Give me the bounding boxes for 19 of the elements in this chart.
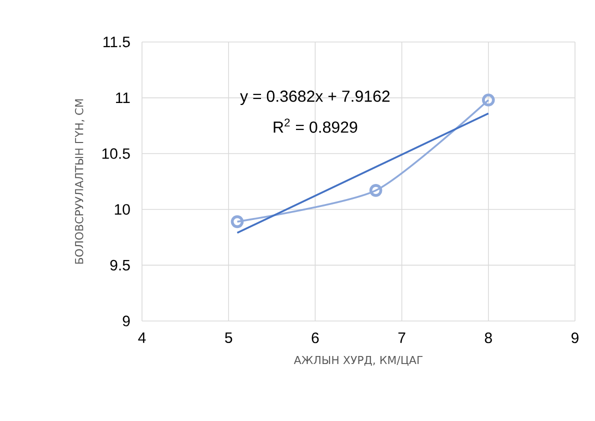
x-axis-title: АЖЛЫН ХУРД, КМ/ЦАГ	[294, 356, 423, 366]
x-tick-label: 9	[572, 332, 578, 344]
x-tick-label: 7	[398, 332, 406, 343]
point	[482, 94, 495, 106]
x-tick-label: 4	[138, 332, 146, 343]
annotation: R$^{2}$ = 0.8929	[274, 118, 358, 133]
y-axis-title: БОЛОВСРУУЛАЛТЫН ГҮН, СМ	[74, 99, 84, 264]
point	[369, 184, 382, 197]
y-tick-label: 9.5	[110, 260, 130, 271]
x-tick-label: 5	[225, 332, 232, 343]
y-tick-label: 10.5	[102, 148, 130, 159]
y-tick-label: 11.5	[104, 36, 130, 48]
y-tick-label: 9	[122, 316, 130, 326]
x-tick-label: 6	[312, 332, 319, 344]
point	[230, 215, 244, 228]
y-tick-label: 10	[114, 204, 130, 215]
annotation: y = 0.3682x + 7.9162	[240, 90, 390, 106]
y-tick-label: 11	[116, 92, 130, 103]
x-tick-label: 8	[484, 332, 492, 344]
